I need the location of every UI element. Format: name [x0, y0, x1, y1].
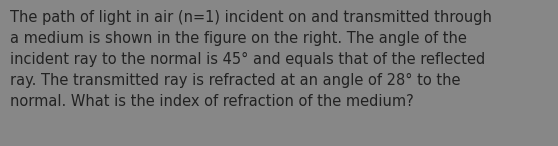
- Text: The path of light in air (n=1) incident on and transmitted through
a medium is s: The path of light in air (n=1) incident …: [10, 10, 492, 109]
